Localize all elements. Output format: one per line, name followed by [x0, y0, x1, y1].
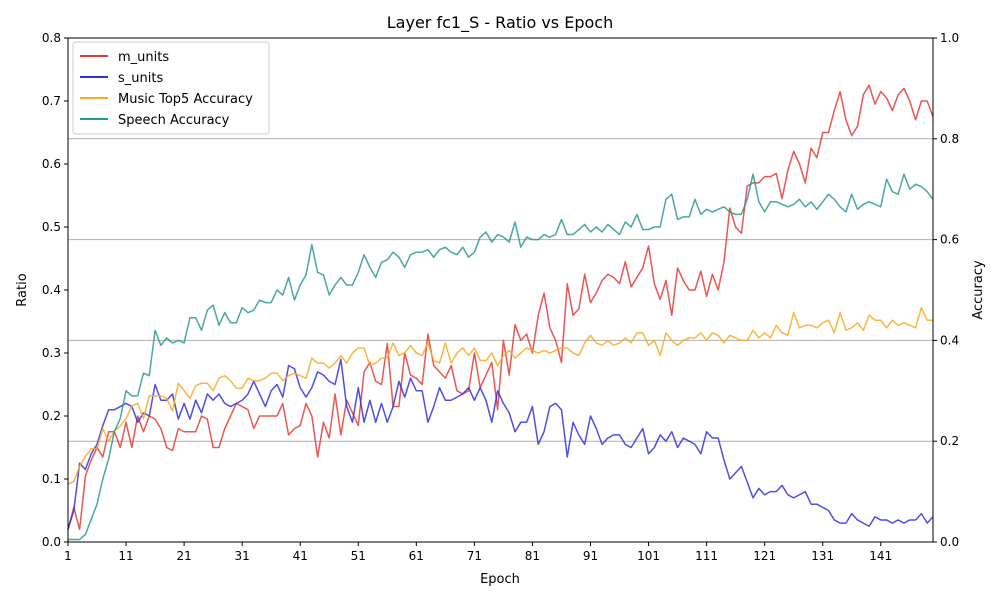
- legend-label: Speech Accuracy: [118, 113, 230, 128]
- legend-label: Music Top5 Accuracy: [118, 92, 253, 107]
- series-line-speech: [68, 173, 934, 541]
- y-tick-label: 0.3: [42, 346, 61, 360]
- x-tick-label: 111: [695, 549, 718, 563]
- y-axis-left: 0.0 0.1 0.2 0.3 0.4 0.5 0.6 0.7 0.8: [42, 31, 68, 549]
- y-tick-label: 0.5: [42, 220, 61, 234]
- y-axis-label: Ratio: [15, 273, 30, 306]
- series-line-s-units: [67, 358, 934, 530]
- series-line-music: [67, 306, 933, 485]
- y2-tick-label: 0.8: [940, 132, 959, 146]
- x-tick-label: 1: [64, 549, 72, 563]
- series-line-m-units: [67, 84, 934, 531]
- y-tick-label: 0.0: [42, 535, 61, 549]
- x-tick-label: 91: [583, 549, 598, 563]
- x-tick-label: 31: [235, 549, 250, 563]
- y-axis-right: 0.0 0.2 0.4 0.6 0.8 1.0: [933, 31, 959, 549]
- y2-tick-label: 0.2: [940, 434, 959, 448]
- y2-tick-label: 0.6: [940, 233, 959, 247]
- series-lines: [67, 84, 934, 541]
- y-tick-label: 0.1: [42, 472, 61, 486]
- x-axis: 1 11 21 31 41 51 61 71 81 91 101 111 121 131 141: [64, 542, 892, 563]
- chart-title: Layer fc1_S - Ratio vs Epoch: [387, 13, 613, 33]
- y-tick-label: 0.6: [42, 157, 61, 171]
- y2-tick-label: 0.4: [940, 333, 959, 347]
- x-tick-label: 71: [467, 549, 482, 563]
- x-tick-label: 131: [811, 549, 834, 563]
- y-tick-label: 0.4: [42, 283, 61, 297]
- y-tick-label: 0.2: [42, 409, 61, 423]
- y-tick-label: 0.7: [42, 94, 61, 108]
- x-tick-label: 101: [637, 549, 660, 563]
- y-tick-label: 0.8: [42, 31, 61, 45]
- x-tick-label: 81: [525, 549, 540, 563]
- legend-label: s_units: [118, 71, 163, 86]
- legend-label: m_units: [118, 50, 169, 65]
- y2-axis-label: Accuracy: [971, 260, 986, 320]
- x-tick-label: 61: [409, 549, 424, 563]
- x-tick-label: 41: [293, 549, 308, 563]
- x-tick-label: 121: [753, 549, 776, 563]
- x-axis-label: Epoch: [480, 572, 520, 587]
- y2-tick-label: 0.0: [940, 535, 959, 549]
- legend-box: [72, 41, 270, 135]
- x-tick-label: 21: [176, 549, 191, 563]
- x-tick-label: 11: [118, 549, 133, 563]
- y2-tick-label: 1.0: [940, 31, 959, 45]
- x-tick-label: 141: [869, 549, 892, 563]
- x-tick-label: 51: [351, 549, 366, 563]
- legend: m_units s_units Music Top5 Accuracy Speech …: [72, 41, 270, 135]
